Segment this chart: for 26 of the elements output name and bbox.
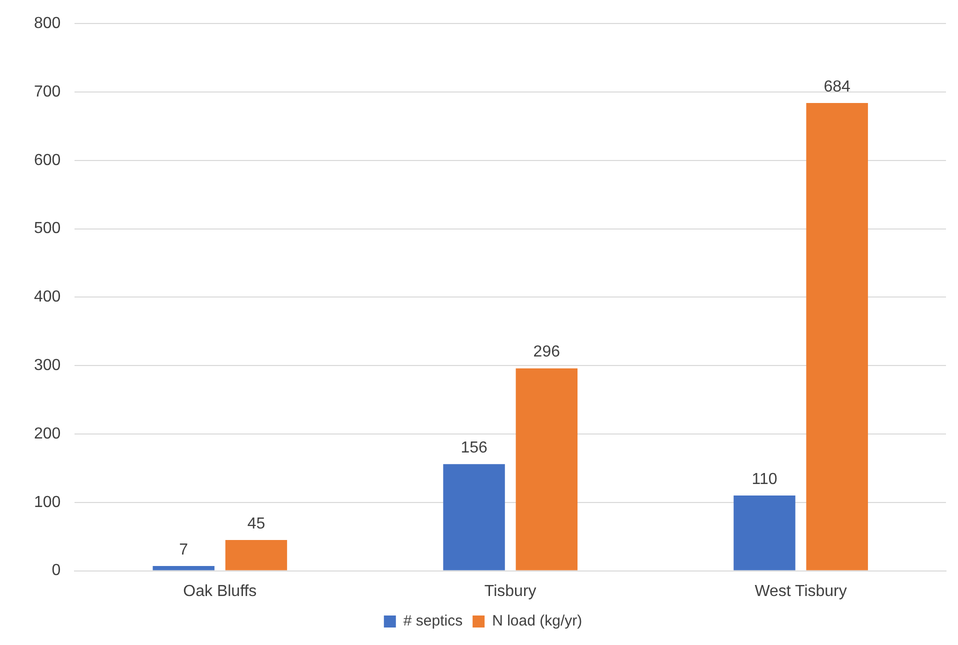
y-tick-label: 700: [34, 83, 61, 100]
x-tick-label: Tisbury: [484, 582, 536, 600]
bar: [516, 368, 578, 570]
y-tick-label: 500: [34, 220, 61, 238]
data-label: 7: [179, 541, 188, 558]
bar: [734, 496, 796, 570]
data-label: 684: [824, 78, 851, 96]
data-label: 156: [460, 440, 488, 456]
x-tick-label: Oak Bluffs: [183, 582, 257, 600]
y-tick-label: 100: [34, 494, 61, 511]
x-tick-label: West Tisbury: [754, 582, 847, 600]
bar: [443, 464, 505, 570]
y-tick-label: 800: [34, 15, 61, 32]
data-label: 296: [533, 344, 560, 361]
legend-label: N load (kg/yr): [492, 612, 582, 630]
y-tick-label: 200: [34, 425, 61, 442]
y-tick-label: 0: [52, 562, 61, 580]
data-label: 45: [247, 515, 266, 532]
bar: [152, 566, 214, 570]
legend-label: # septics: [403, 612, 463, 630]
y-tick-label: 600: [34, 152, 61, 169]
bar: [225, 540, 288, 570]
data-label: 110: [752, 470, 778, 488]
y-tick-label: 400: [34, 288, 61, 306]
y-tick-label: 300: [34, 357, 61, 374]
bar: [806, 102, 868, 570]
